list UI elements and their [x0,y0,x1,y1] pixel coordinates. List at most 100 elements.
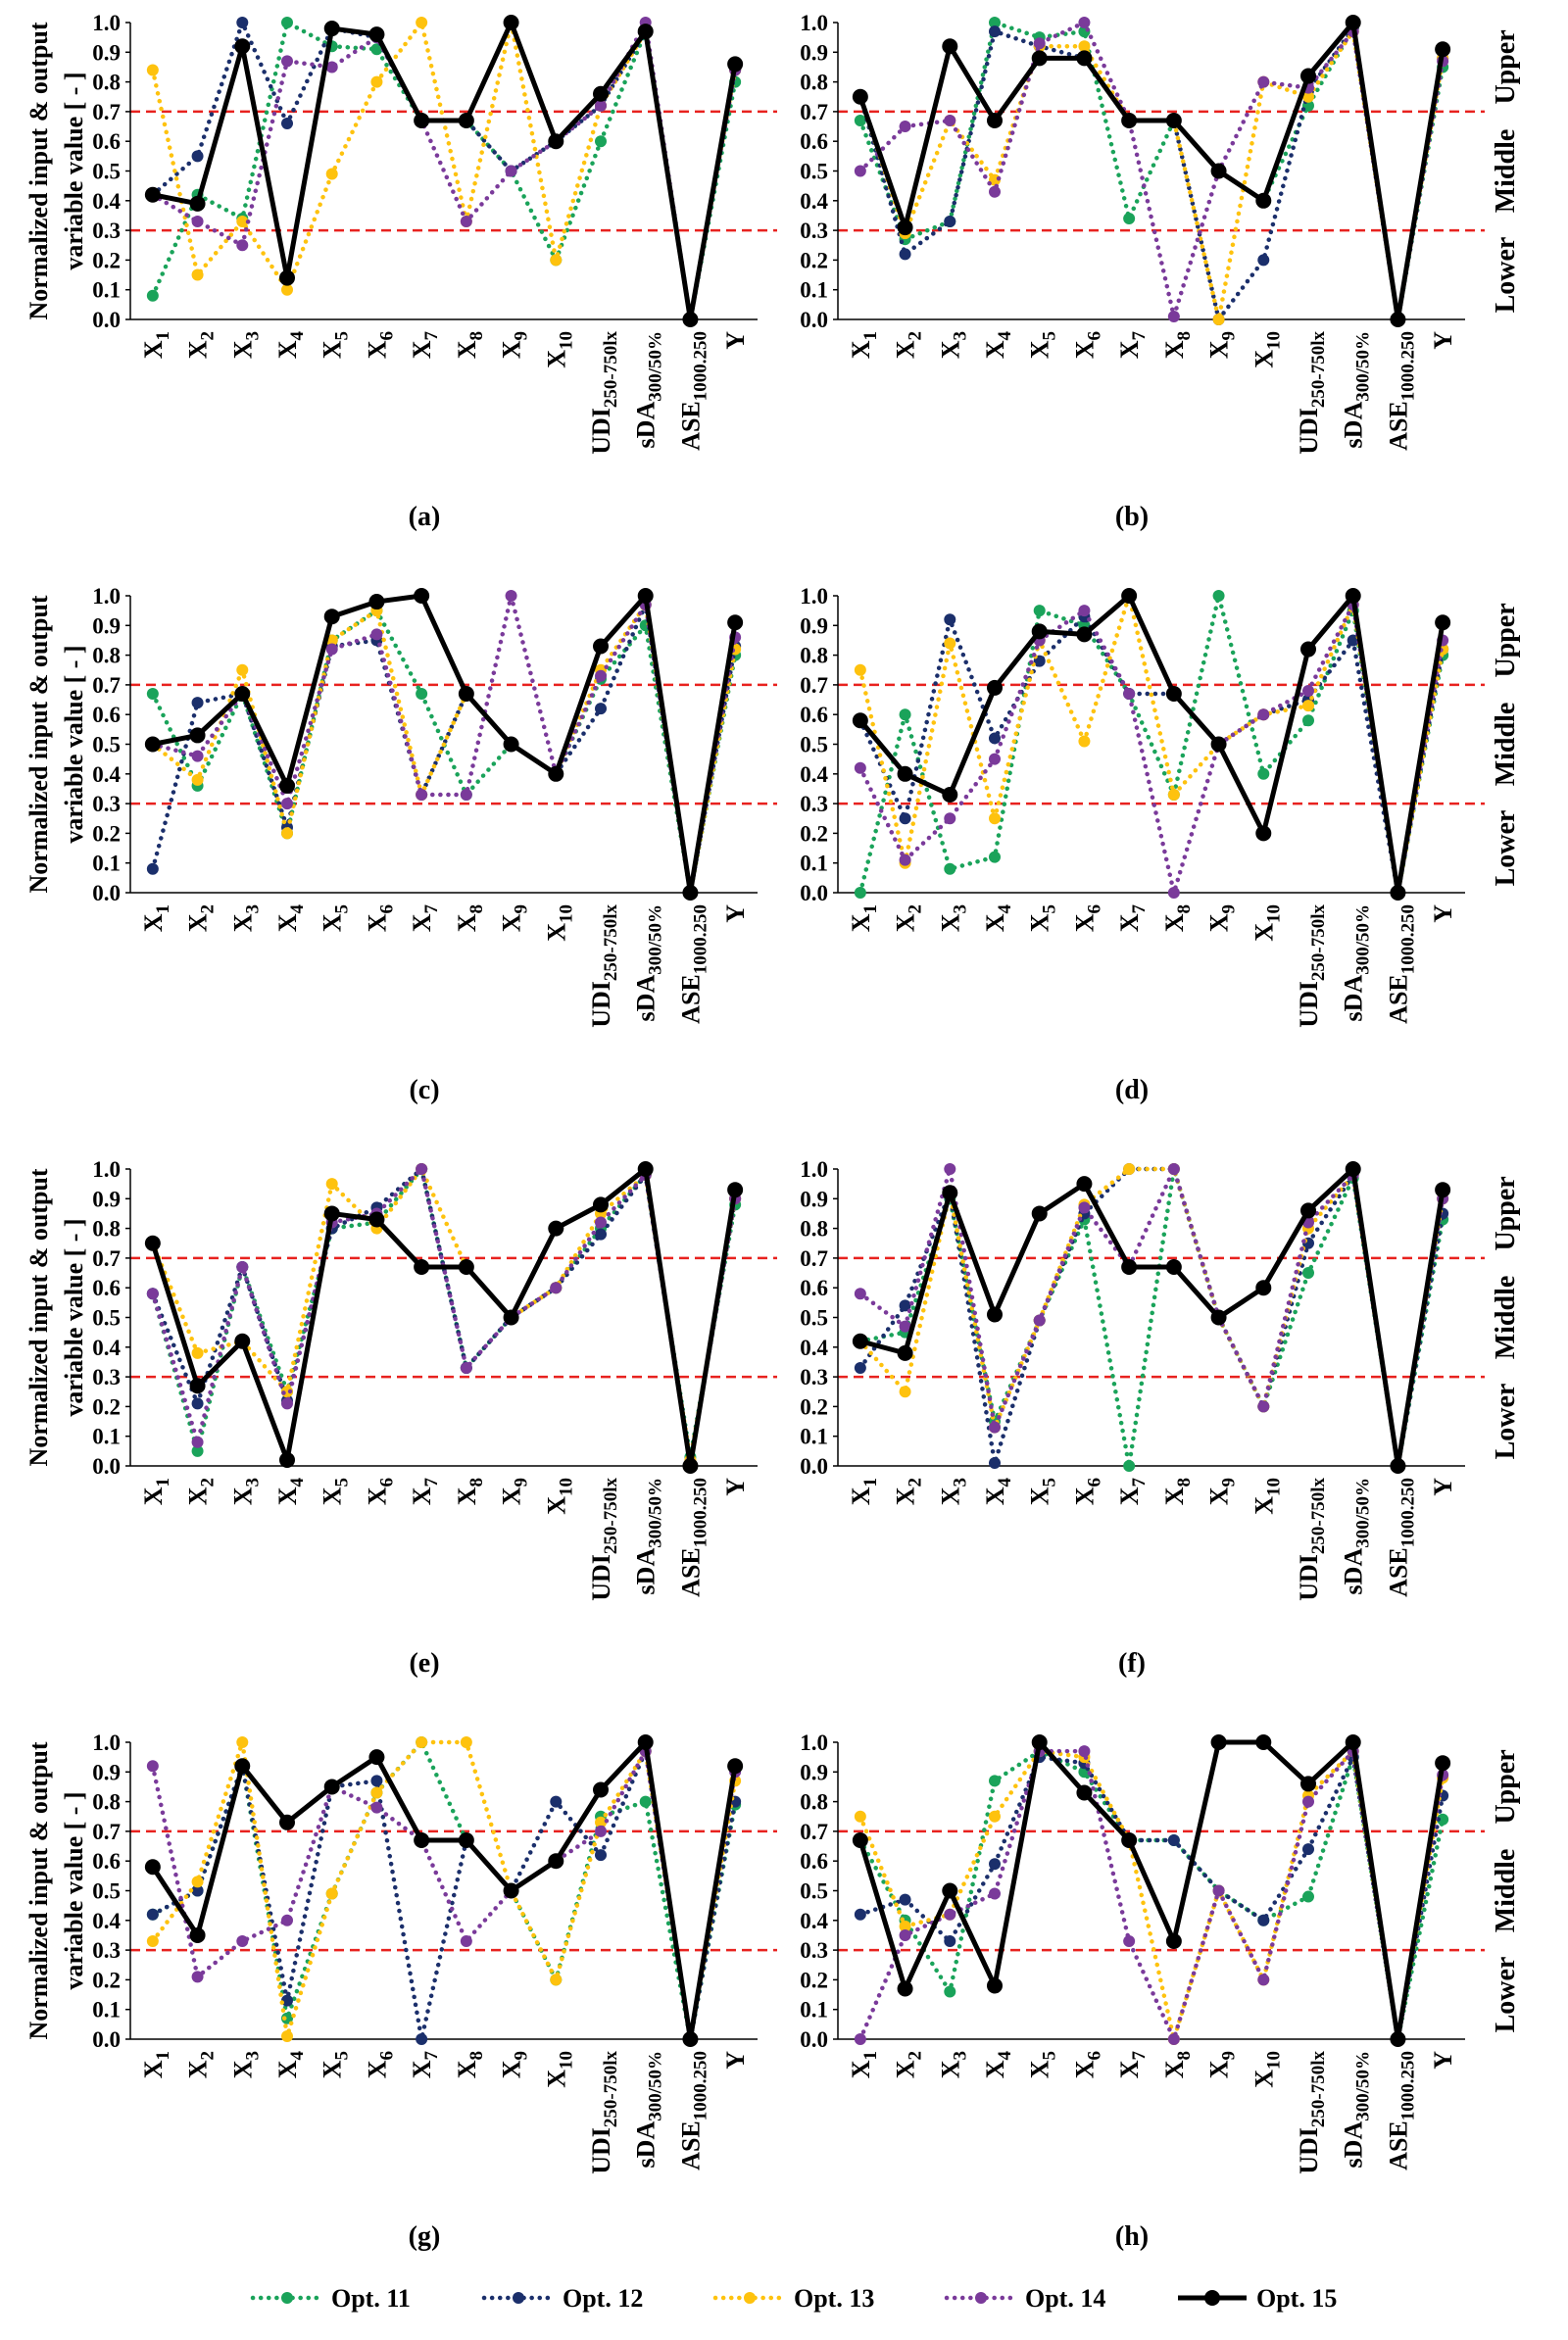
data-point [1167,1833,1180,1846]
data-point [323,1205,340,1222]
x-tick-label: UDI250-750lx [1295,331,1329,455]
y-tick-label: 0.6 [92,703,121,727]
y-tick-label: 0.1 [92,1998,121,2023]
data-point [191,1876,204,1888]
x-tick-label: X4 [273,1478,308,1506]
x-tick-label: X5 [318,2051,353,2078]
x-tick-label: X6 [1070,331,1104,359]
data-point [1302,1843,1314,1856]
x-tick-label: X5 [1026,1478,1060,1505]
series-line [150,1744,738,2040]
x-tick-label: X10 [542,904,576,942]
zone-label: Upper [1491,603,1521,677]
data-point [1078,17,1091,28]
data-point [1167,887,1180,899]
data-point [1123,1935,1136,1948]
data-point [1437,1813,1449,1826]
y-tick-label: 1.0 [92,584,121,609]
data-point [503,1309,519,1326]
data-point [944,1985,956,1998]
y-tick-label: 0.4 [800,1336,828,1360]
data-point [854,761,866,774]
y-tick-label: 0.8 [92,71,121,95]
data-point [944,862,956,875]
x-tick-label: X9 [498,331,532,359]
legend-label: Opt. 14 [1025,2284,1105,2313]
data-point [416,1736,428,1748]
x-tick-label: X10 [1250,331,1284,368]
legend-marker [744,2292,756,2304]
y-tick-label: 0.6 [92,1849,121,1874]
data-point [944,1935,956,1948]
data-point [1031,1734,1048,1750]
data-point [899,121,911,133]
data-point [682,885,699,901]
data-point [1076,1784,1093,1801]
data-point [595,1228,607,1241]
data-point [727,614,744,631]
data-point [1257,1974,1270,1986]
series-line [858,20,1446,322]
x-tick-label: UDI250-750lx [587,331,621,455]
data-point [370,1801,383,1814]
data-point [281,827,293,840]
y-tick-label: 0.3 [800,219,828,243]
data-point [944,1908,956,1921]
data-point [236,1260,249,1273]
zone-label: Upper [1491,1176,1521,1250]
data-point [942,38,958,55]
data-point [325,643,338,656]
y-tick-label: 0.5 [92,1879,121,1904]
data-point [416,17,428,28]
series-line [150,1164,738,1464]
data-point [458,685,474,702]
x-tick-label: X6 [363,2051,397,2078]
y-axis-label: Normalized input & output [24,1741,53,2039]
data-point [637,1734,654,1750]
data-point [189,727,206,744]
x-tick-label: ASE1000.250 [1384,2051,1418,2170]
x-tick-label: X3 [228,2051,263,2078]
data-point [1165,1258,1182,1275]
data-point [1212,1884,1225,1897]
data-point [1210,163,1227,179]
data-point [1302,90,1314,103]
data-point [944,216,956,228]
data-point [234,1758,251,1775]
x-tick-label: X5 [318,1478,353,1505]
x-tick-label: ASE1000.250 [676,1478,710,1597]
y-tick-label: 0.0 [800,308,828,332]
data-point [550,1282,563,1294]
data-point [236,239,249,252]
data-point [897,765,913,782]
data-point [989,1810,1001,1823]
series-line [150,1166,738,1469]
data-point [1435,1182,1451,1198]
y-tick-label: 0.9 [800,613,828,638]
y-axis-label: variable value [ - ] [60,72,88,269]
data-point [899,1386,911,1398]
data-point [191,1346,204,1359]
data-point [236,216,249,228]
x-tick-label: UDI250-750lx [1295,904,1329,1028]
data-point [191,1436,204,1448]
x-tick-label: X8 [1160,904,1195,932]
x-tick-label: sDA300/50% [1340,1478,1374,1594]
data-point [325,634,338,647]
zone-label: Middle [1491,1849,1521,1933]
data-point [1210,1734,1227,1750]
y-tick-label: 0.0 [800,881,828,905]
data-point [944,613,956,626]
x-tick-label: X7 [1115,2051,1150,2079]
data-point [191,1884,204,1897]
y-tick-label: 0.5 [800,160,828,184]
data-point [460,1935,472,1948]
x-tick-label: ASE1000.250 [676,2051,710,2170]
zone-label: Middle [1491,129,1521,214]
x-tick-label: X2 [184,1478,219,1505]
y-tick-label: 0.8 [800,644,828,668]
data-point [368,1211,385,1228]
y-tick-label: 0.9 [92,40,121,65]
data-point [550,1974,563,1986]
